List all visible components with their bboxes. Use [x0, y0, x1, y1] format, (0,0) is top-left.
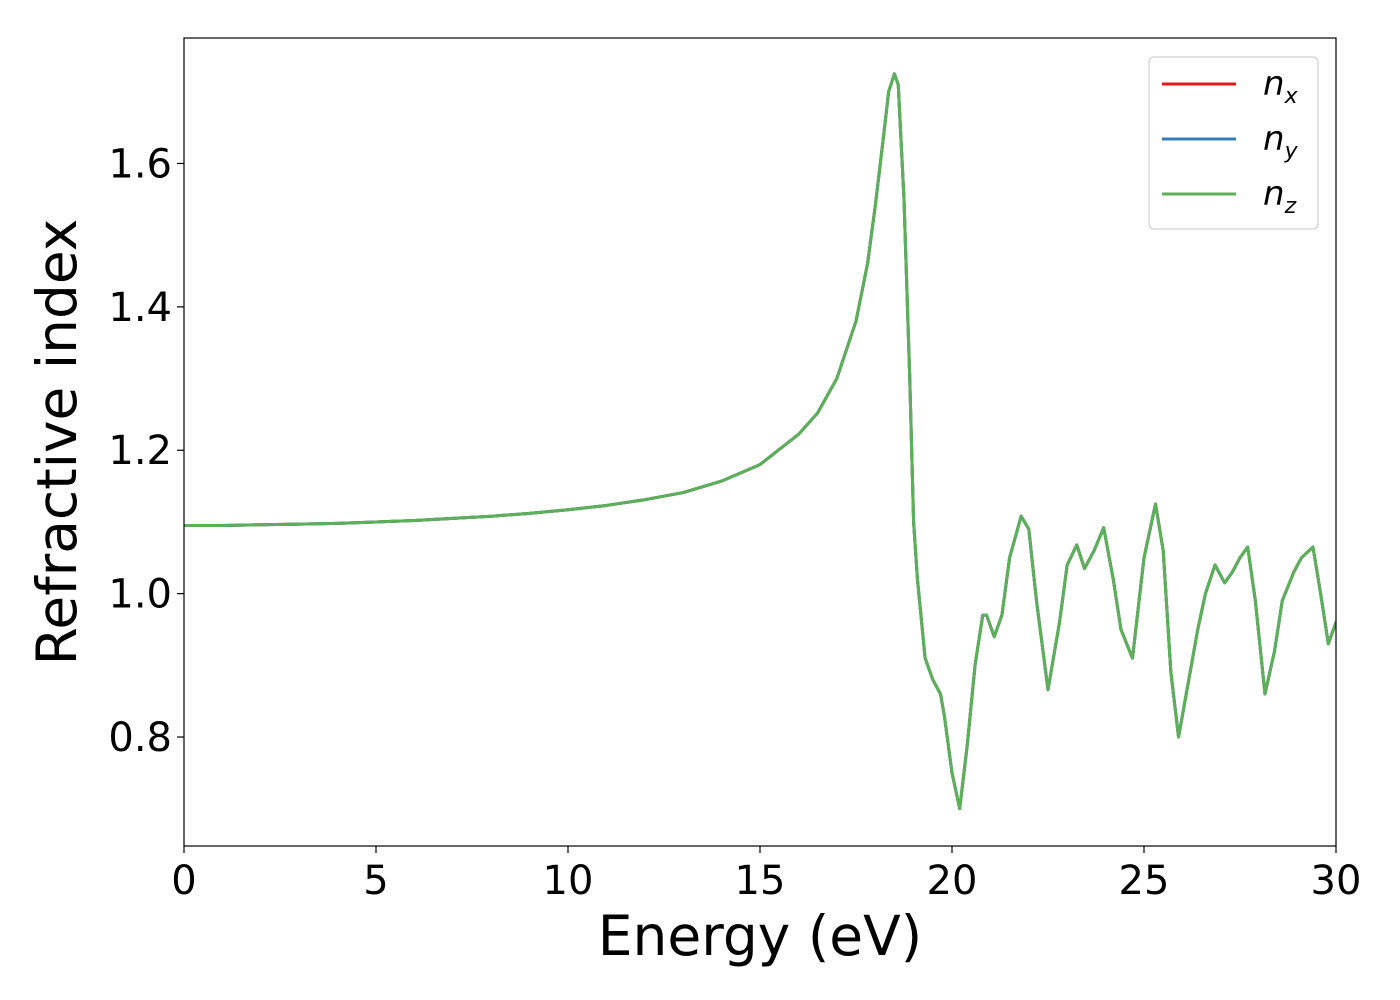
x-tick-label: 10 — [543, 858, 594, 904]
legend-label-nx: nx — [1263, 64, 1299, 109]
x-tick-label: 15 — [735, 858, 786, 904]
legend-label-nz: nz — [1263, 174, 1297, 219]
x-tick-label: 0 — [171, 858, 196, 904]
y-axis-label: Refractive index — [25, 219, 89, 666]
legend-label-ny: ny — [1263, 119, 1299, 164]
x-tick-label: 30 — [1311, 858, 1362, 904]
x-axis-label: Energy (eV) — [598, 904, 922, 968]
plot-area — [184, 72, 1336, 811]
legend-box — [1148, 56, 1319, 230]
x-tick-label: 20 — [927, 858, 978, 904]
x-tick-label: 5 — [363, 858, 388, 904]
y-tick-label: 0.8 — [108, 715, 172, 761]
y-tick-label: 1.4 — [108, 285, 172, 331]
legend: nx ny nz — [1148, 56, 1319, 230]
x-axis: 0 5 10 15 20 25 30 — [171, 846, 1361, 904]
y-axis: 0.8 1.0 1.2 1.4 1.6 — [108, 141, 184, 761]
y-tick-label: 1.0 — [108, 572, 172, 618]
y-tick-label: 1.2 — [108, 428, 172, 474]
series-line-nz — [184, 72, 1336, 811]
y-tick-label: 1.6 — [108, 141, 172, 187]
x-tick-label: 25 — [1119, 858, 1170, 904]
